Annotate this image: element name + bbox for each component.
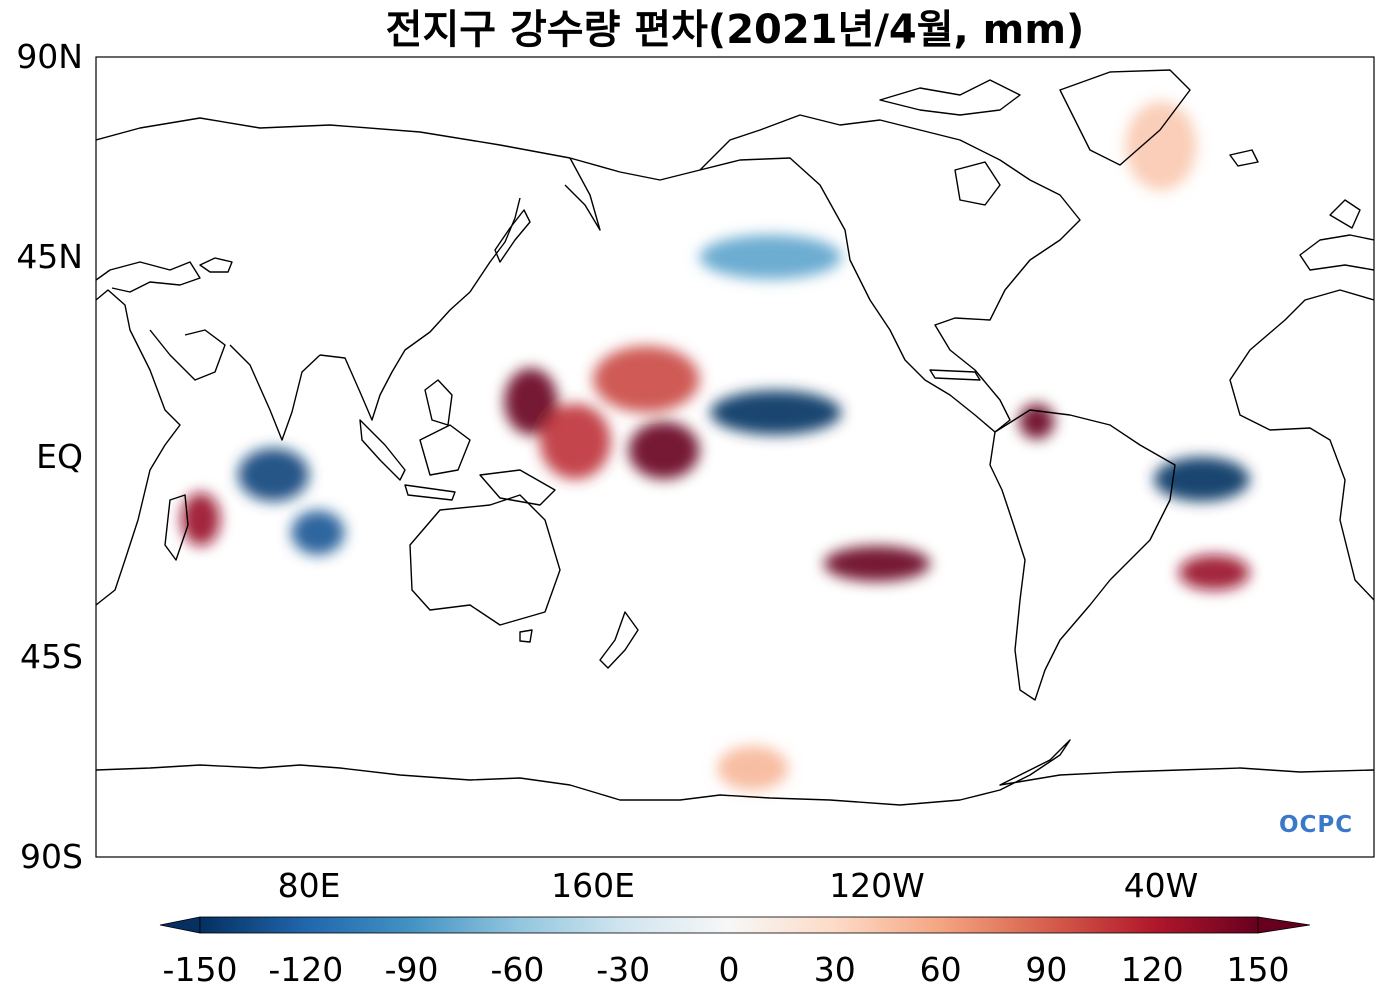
greenland [1059,69,1191,166]
colorbar-tick-label: -150 [162,950,238,989]
europe-coastline [96,261,201,293]
colorbar-body [199,916,1259,934]
lat-tick-label: 90S [20,837,83,876]
new-guinea [479,469,556,506]
new-zealand [599,611,639,669]
colorbar [159,916,1311,934]
south-america [989,409,1176,701]
map-title: 전지구 강수량 편차(2021년/4월, mm) [385,7,1085,53]
anomaly-region [1153,457,1250,502]
india-coastline [229,344,321,441]
africa-coastline [96,289,181,606]
australia [409,494,561,626]
iceland [1229,149,1259,167]
anomaly-region [710,390,842,435]
anomaly-region [717,745,789,791]
kamchatka [564,157,601,231]
colorbar-tick-label: -60 [490,950,545,989]
lon-tick-label: 80E [277,866,341,905]
anomaly-region [181,492,221,546]
arctic-islands [879,79,1021,116]
colorbar-tick-label: 150 [1226,950,1290,989]
colorbar-tick-label: 30 [813,950,856,989]
black-sea [199,257,233,273]
lon-tick-label: 40W [1123,866,1199,905]
borneo [419,424,471,476]
cuba [929,369,981,381]
antarctica [96,739,1374,806]
colorbar-tick-label: 0 [718,950,740,989]
anomaly-region [1019,403,1055,440]
anomaly-region [1178,554,1250,591]
anomaly-region [593,345,700,413]
siberia-coastline [96,117,701,181]
anomaly-region [823,545,931,582]
colorbar-tick-label: 60 [919,950,962,989]
anomaly-region [699,234,842,280]
lat-tick-label: EQ [36,437,83,476]
iberia-uk [1299,234,1374,271]
colorbar-extend-low [159,916,201,934]
japan [494,209,531,263]
colorbar-tick-label: 120 [1120,950,1184,989]
colorbar-extend-high [1257,916,1311,934]
tasmania [519,629,533,643]
colorbar-tick-label: 90 [1025,950,1068,989]
anomaly-region [628,421,700,480]
west-africa [1229,289,1374,601]
coastlines [96,69,1374,806]
east-asia-coastline [319,197,521,421]
java [404,484,456,501]
alaska-coastline [699,114,1081,433]
lat-tick-label: 45N [16,237,83,276]
madagascar [164,494,189,561]
lat-tick-label: 45S [20,637,83,676]
uk [1329,199,1361,229]
colorbar-tick-label: -30 [596,950,651,989]
ocpc-logo: OCPC [1279,812,1354,838]
anomaly-region [291,510,345,555]
anomaly-region [504,368,558,435]
lat-tick-label: 90N [16,37,83,76]
arabia-coastline [149,329,226,381]
sumatra [359,419,406,481]
map-frame [95,56,1375,858]
hudson-bay [954,161,1001,206]
colorbar-tick-label: -120 [268,950,344,989]
lon-tick-label: 160E [551,866,635,905]
anomaly-layer [181,101,1250,791]
anomaly-region [238,448,309,502]
philippines [424,379,453,426]
anomaly-region [1125,101,1197,191]
lon-tick-label: 120W [829,866,925,905]
anomaly-region [539,403,611,480]
colorbar-tick-label: -90 [384,950,439,989]
